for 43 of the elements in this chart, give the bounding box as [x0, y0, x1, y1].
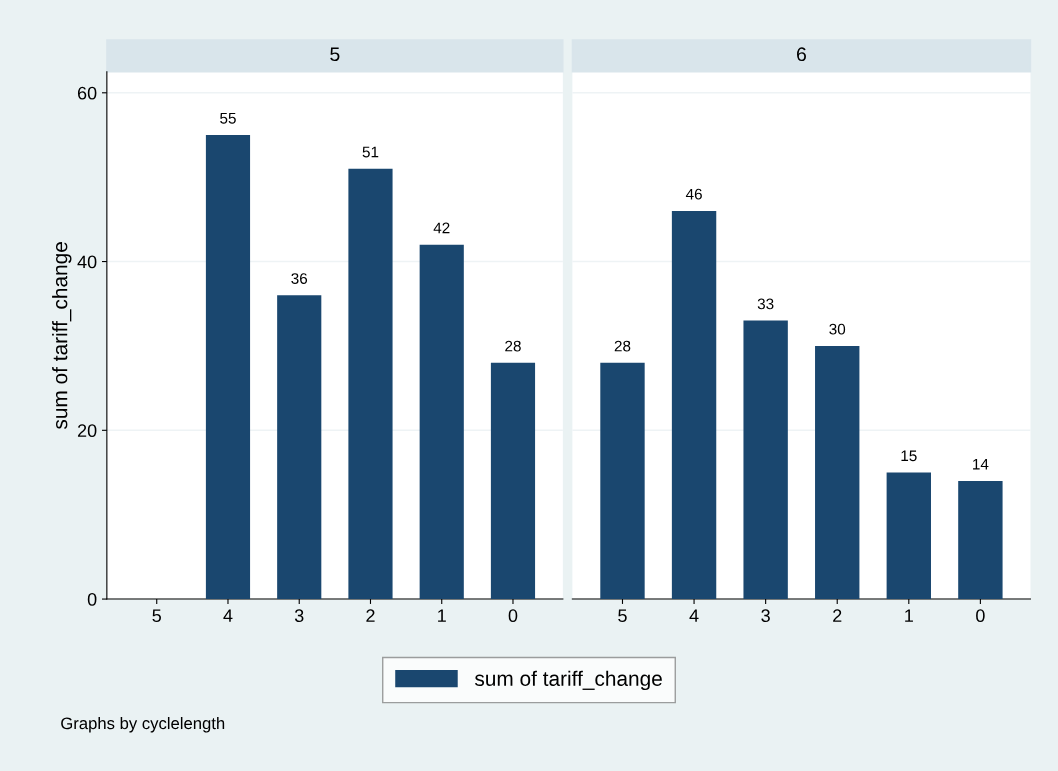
data-label: 36	[291, 273, 308, 284]
chart-title: 6	[797, 47, 806, 62]
bar	[348, 168, 393, 600]
bar	[886, 472, 931, 600]
bar	[958, 480, 1003, 600]
data-label: 30	[829, 323, 846, 335]
x-tick-label: 1	[438, 609, 446, 622]
bar	[743, 320, 788, 600]
x-tick-label: 2	[833, 609, 842, 622]
x-tick-label: 2	[366, 609, 375, 622]
y-tick-label: 60	[77, 86, 97, 100]
x-tick-label: 1	[905, 609, 913, 622]
bar	[277, 295, 322, 600]
data-label: 14	[973, 458, 989, 470]
data-label: 46	[685, 188, 702, 200]
data-label: 51	[362, 146, 379, 158]
x-tick-label: 4	[223, 609, 233, 622]
y-axis-title: sum of tariff_change	[52, 242, 72, 429]
bar	[600, 362, 645, 600]
bar	[671, 210, 717, 600]
y-tick-label: 20	[77, 424, 97, 438]
y-tick-label: 40	[77, 255, 97, 269]
data-label: 28	[614, 340, 631, 352]
legend-label: sum of tariff_change	[474, 670, 662, 691]
chart-title: 5	[330, 47, 340, 62]
x-tick-label: 3	[761, 609, 770, 623]
x-tick-label: 5	[618, 609, 627, 623]
bar	[815, 345, 860, 600]
x-tick-label: 4	[689, 609, 699, 622]
text: Graphs by cyclelength	[61, 716, 225, 733]
data-label: 33	[757, 298, 774, 310]
bar	[419, 244, 464, 600]
x-tick-label: 5	[152, 609, 161, 623]
x-tick-label: 0	[508, 609, 518, 623]
x-tick-label: 0	[976, 609, 985, 623]
x-tick-label: 3	[294, 609, 304, 623]
data-label: 55	[220, 112, 236, 124]
bar	[205, 134, 251, 600]
data-label: 15	[901, 450, 917, 462]
bar	[490, 362, 536, 600]
y-tick-label: 0	[87, 593, 97, 606]
data-label: 28	[505, 340, 521, 352]
data-label: 42	[433, 222, 450, 234]
